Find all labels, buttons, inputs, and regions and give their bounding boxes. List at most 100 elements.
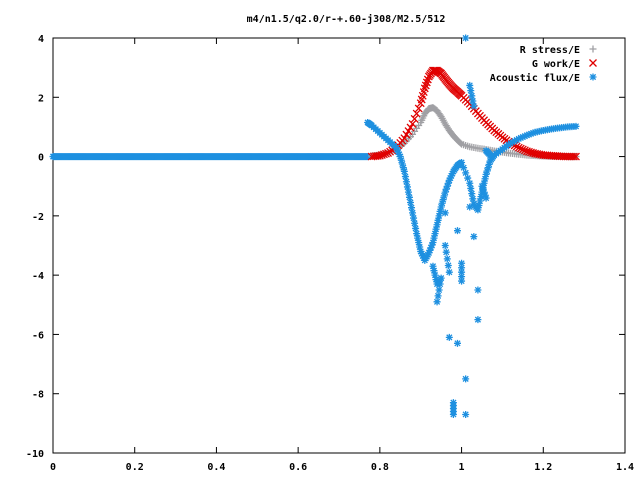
data-point [408, 120, 417, 128]
x-tick-label: 0.4 [207, 462, 225, 473]
data-point-fill [458, 264, 466, 272]
data-point [453, 339, 461, 347]
data-point-fill [407, 199, 414, 207]
data-point [409, 209, 417, 217]
data-point [474, 206, 482, 214]
data-point [441, 188, 449, 196]
data-point-fill [419, 252, 427, 260]
data-point-fill [468, 92, 476, 100]
data-point-fill [509, 138, 517, 146]
legend-marker [589, 73, 597, 81]
series-layer [49, 34, 580, 418]
data-point-fill [448, 170, 456, 178]
x-tick-label: 0.6 [289, 462, 307, 473]
data-point-fill [397, 156, 405, 164]
data-point-fill [529, 129, 537, 137]
plot-border [52, 37, 626, 454]
data-point [445, 176, 453, 184]
data-point-fill [525, 130, 533, 138]
data-point-fill [428, 241, 436, 249]
legend-label: Acoustic flux/E [490, 72, 580, 84]
data-point [466, 203, 474, 211]
data-point-fill [418, 250, 426, 258]
data-point-fill [402, 178, 410, 186]
data-point-fill [439, 196, 447, 204]
data-point-fill [480, 188, 488, 196]
data-point-fill [399, 164, 407, 172]
data-point-fill [430, 267, 438, 275]
data-point [404, 188, 412, 196]
data-point-fill [434, 216, 442, 224]
data-point [392, 144, 400, 152]
y-tick-label: -2 [32, 212, 44, 223]
data-point [433, 298, 441, 306]
data-point-fill [434, 292, 442, 300]
data-point-fill [443, 182, 451, 190]
x-tick-label: 1 [459, 462, 465, 473]
data-point [449, 410, 457, 418]
data-point [470, 102, 478, 110]
data-point-fill [431, 230, 439, 238]
data-point [437, 274, 445, 282]
data-point-fill [440, 192, 448, 200]
data-point [425, 249, 433, 257]
data-point-fill [517, 134, 525, 142]
data-point-fill [527, 130, 535, 138]
data-point-fill [446, 174, 454, 182]
data-point-fill [516, 144, 525, 153]
data-point-fill [414, 234, 422, 242]
data-point-fill [442, 185, 450, 193]
data-point-fill [405, 193, 413, 201]
data-point-fill [469, 97, 477, 105]
data-point-fill [403, 183, 411, 191]
y-tick-label: 2 [38, 93, 44, 104]
legend-label: R stress/E [520, 45, 580, 56]
y-tick-label: -8 [32, 390, 44, 401]
x-tick-label: 1.2 [534, 462, 552, 473]
data-point-fill [443, 255, 451, 263]
data-point [437, 203, 445, 211]
data-point [466, 81, 474, 89]
data-point-fill [457, 139, 465, 147]
data-point-fill [401, 173, 409, 181]
data-point-fill [412, 109, 421, 118]
data-point-fill [416, 243, 424, 251]
data-point-fill [444, 262, 452, 270]
data-point-fill [476, 197, 484, 205]
data-point-fill [481, 175, 489, 183]
data-point [482, 170, 490, 178]
legend-marker [589, 45, 597, 53]
data-point [482, 194, 490, 202]
data-point-fill [484, 164, 492, 172]
data-point-fill [431, 271, 439, 279]
data-point [514, 143, 523, 152]
x-tick-label: 0 [50, 462, 56, 473]
data-point-fill [481, 191, 489, 199]
series-2 [364, 34, 580, 418]
data-point-fill [444, 179, 452, 187]
y-tick-label: -6 [32, 330, 44, 341]
data-point-fill [458, 268, 466, 276]
data-point [400, 134, 409, 143]
x-tick-label: 0.2 [126, 462, 144, 473]
data-point [445, 333, 453, 341]
data-point-fill [436, 280, 444, 288]
data-point-fill [467, 87, 475, 95]
x-tick-label: 1.4 [616, 462, 634, 473]
plot-frame [52, 37, 626, 454]
data-point [474, 286, 482, 294]
baseline-point [364, 153, 372, 161]
data-point-fill [477, 193, 485, 201]
data-point-fill [432, 276, 440, 284]
baseline-markers [49, 153, 372, 161]
data-point-fill [485, 160, 493, 168]
data-point-fill [404, 127, 413, 136]
y-tick-label: 4 [38, 34, 44, 45]
data-point-fill [447, 172, 455, 180]
y-axis: 4 2 0 -2 -4 -6 -8 -10 [26, 34, 625, 460]
data-point-fill [462, 169, 470, 177]
data-point [429, 262, 437, 270]
data-point-fill [480, 179, 488, 187]
data-point [474, 316, 482, 324]
